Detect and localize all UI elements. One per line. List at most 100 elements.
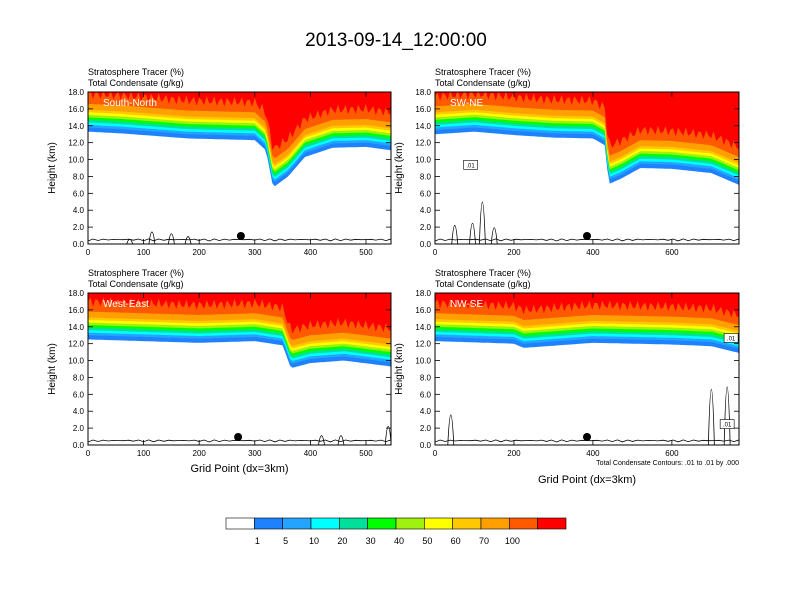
y-tick-label: 2.0 (420, 223, 432, 232)
y-axis-label: Height (km) (47, 343, 58, 395)
colorbar-label: 100 (505, 536, 520, 546)
condensate-contour (318, 435, 325, 445)
colorbar-swatch (254, 517, 283, 530)
y-tick-label: 6.0 (73, 189, 85, 198)
colorbar-swatch (509, 517, 538, 530)
plot-frame (87, 292, 392, 446)
condensate-contour (451, 225, 459, 244)
y-tick-label: 0.0 (420, 441, 432, 450)
x-tick-label: 300 (248, 449, 262, 458)
contour-label-box (719, 419, 735, 429)
x-tick-label: 600 (665, 449, 679, 458)
colorbar-label: 1 (255, 536, 260, 546)
x-tick-label: 400 (586, 248, 600, 257)
y-tick-label: 8.0 (420, 373, 432, 382)
y-tick-label: 10.0 (68, 357, 84, 366)
panel-title-line2: Total Condensate (g/kg) (435, 279, 531, 289)
condensate-contour (490, 227, 498, 244)
x-tick-label: 0 (433, 248, 438, 257)
panel-title-line2: Total Condensate (g/kg) (88, 78, 184, 88)
x-tick-label: 500 (359, 449, 373, 458)
y-tick-label: 8.0 (420, 172, 432, 181)
heatmap-fill (88, 293, 391, 445)
x-tick-label: 0 (86, 449, 91, 458)
panel-label: South-North (103, 98, 157, 109)
colorbar-swatch (367, 517, 397, 530)
contour-label: .01 (723, 423, 732, 429)
y-tick-label: 14.0 (68, 323, 84, 332)
y-tick-label: 16.0 (415, 105, 431, 114)
x-tick-label: 200 (193, 449, 207, 458)
colorbar-swatch (480, 517, 510, 530)
panel-title-line2: Total Condensate (g/kg) (435, 78, 531, 88)
condensate-contour (337, 435, 345, 445)
y-tick-label: 2.0 (73, 223, 85, 232)
y-tick-label: 0.0 (420, 240, 432, 249)
page-title: 2013-09-14_12:00:00 (305, 30, 487, 51)
colorbar-label: 70 (479, 536, 489, 546)
y-tick-label: 0.0 (73, 441, 85, 450)
x-tick-label: 600 (665, 248, 679, 257)
y-tick-label: 0.0 (73, 240, 85, 249)
tracer-band (435, 293, 739, 318)
y-tick-label: 12.0 (68, 340, 84, 349)
panel-title-line1: Stratosphere Tracer (%) (435, 67, 531, 77)
panel-title-line1: Stratosphere Tracer (%) (88, 268, 184, 278)
y-tick-label: 18.0 (68, 88, 84, 97)
condensate-contour (447, 414, 455, 445)
y-tick-label: 18.0 (415, 289, 431, 298)
panel-label: SW-NE (450, 98, 483, 109)
colorbar-label: 30 (366, 536, 376, 546)
x-tick-label: 200 (507, 449, 521, 458)
y-tick-label: 14.0 (415, 122, 431, 131)
y-tick-label: 16.0 (68, 306, 84, 315)
condensate-contour (184, 236, 192, 244)
y-tick-label: 2.0 (420, 424, 432, 433)
tracer-band (88, 92, 391, 151)
y-tick-label: 12.0 (415, 139, 431, 148)
colorbar-label: 50 (422, 536, 432, 546)
colorbar-swatch (310, 517, 340, 530)
location-marker (236, 232, 245, 240)
colorbar-swatch (424, 517, 453, 530)
y-tick-label: 14.0 (415, 323, 431, 332)
condensate-contour (167, 233, 175, 244)
colorbar-label: 5 (283, 536, 288, 546)
y-tick-label: 4.0 (420, 407, 432, 416)
x-axis-label: Grid Point (dx=3km) (538, 474, 636, 486)
colorbar-swatch (452, 517, 482, 530)
x-tick-label: 500 (359, 248, 373, 257)
colorbar-swatch (339, 517, 368, 530)
contour-label: .01 (727, 336, 736, 342)
y-axis-label: Height (km) (394, 142, 405, 194)
y-tick-label: 6.0 (73, 390, 85, 399)
y-tick-label: 10.0 (415, 357, 431, 366)
condensate-contour (707, 389, 715, 445)
condensate-contour (469, 222, 476, 244)
tracer-band (435, 92, 739, 150)
colorbar-label: 40 (394, 536, 404, 546)
contour-note: Total Condensate Contours: .01 to .01 by… (596, 460, 739, 467)
y-tick-label: 4.0 (73, 407, 85, 416)
panel-2: SW-NE Stratosphere Tracer (%)Total Conden… (394, 67, 740, 257)
y-tick-label: 16.0 (68, 105, 84, 114)
contour-label: .01 (466, 163, 475, 169)
x-tick-label: 100 (137, 248, 151, 257)
x-tick-label: 300 (248, 248, 262, 257)
y-tick-label: 8.0 (73, 373, 85, 382)
plot-frame (434, 91, 740, 245)
location-marker (583, 433, 591, 441)
tracer-band (88, 293, 391, 334)
y-tick-label: 2.0 (73, 424, 85, 433)
panel-title-line1: Stratosphere Tracer (%) (435, 268, 531, 278)
y-tick-label: 10.0 (415, 156, 431, 165)
panel-label: NW-SE (450, 299, 483, 310)
colorbar-swatch (225, 517, 255, 530)
panel-1: South-North Stratosphere Tracer (%)Total … (47, 67, 392, 257)
y-tick-label: 18.0 (68, 289, 84, 298)
location-marker (234, 433, 243, 441)
colorbar: 1 5 10 20 30 40 50 60 70 100 (225, 517, 567, 546)
location-marker (583, 232, 591, 240)
y-tick-label: 4.0 (420, 206, 432, 215)
